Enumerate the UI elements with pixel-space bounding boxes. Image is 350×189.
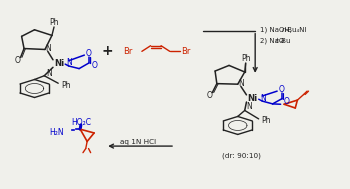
Text: +: + <box>101 44 113 58</box>
Text: Ph: Ph <box>242 54 251 63</box>
Text: O: O <box>92 61 97 70</box>
Text: t: t <box>275 38 278 44</box>
Text: Ni: Ni <box>248 94 258 103</box>
Text: O: O <box>86 49 92 58</box>
Text: Ni: Ni <box>54 59 64 68</box>
Text: -Bu: -Bu <box>280 38 291 44</box>
Text: N: N <box>246 102 252 111</box>
Text: 2) NaO: 2) NaO <box>260 38 285 44</box>
Text: N: N <box>47 69 52 78</box>
Text: Br: Br <box>181 47 190 56</box>
Text: HO₂C: HO₂C <box>71 118 91 127</box>
Text: H₂N: H₂N <box>49 128 64 136</box>
Text: O: O <box>284 97 290 106</box>
Text: O: O <box>207 91 213 100</box>
Text: O: O <box>279 85 285 94</box>
Text: 1) NaOH,: 1) NaOH, <box>260 26 295 33</box>
Text: Ph: Ph <box>49 18 59 27</box>
Text: (dr: 90:10): (dr: 90:10) <box>222 152 261 159</box>
Text: Ph: Ph <box>261 116 271 125</box>
Text: N: N <box>260 94 266 103</box>
Text: Ph: Ph <box>61 81 71 90</box>
Text: aq 1N HCl: aq 1N HCl <box>120 139 156 145</box>
Text: O: O <box>14 56 20 65</box>
Text: N: N <box>45 44 51 53</box>
Text: N: N <box>238 79 244 88</box>
Text: n: n <box>281 27 286 33</box>
Text: Br: Br <box>123 47 133 56</box>
Text: N: N <box>66 58 72 67</box>
Text: -Bu₄NI: -Bu₄NI <box>286 27 307 33</box>
